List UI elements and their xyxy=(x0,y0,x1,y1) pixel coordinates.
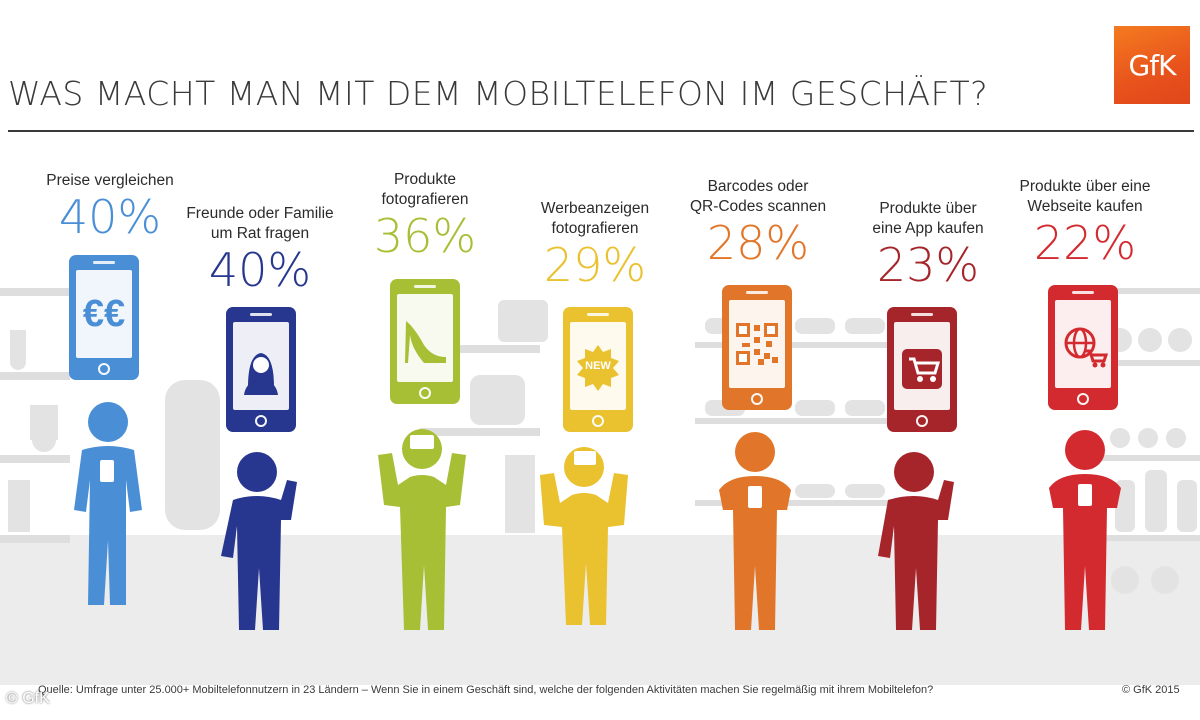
activity-label-line-1: Barcodes oder xyxy=(707,178,809,195)
phone-icon xyxy=(722,285,792,410)
high-heel-shoe-icon xyxy=(405,321,446,363)
activity-photograph-ads: Werbeanzeigen fotografieren 29% xyxy=(505,199,685,291)
activity-percent: 29% xyxy=(543,238,647,292)
activity-percent: 40% xyxy=(208,243,312,297)
person-figure xyxy=(1049,430,1121,630)
activity-percent: 23% xyxy=(876,238,980,292)
new-badge-text: NEW xyxy=(585,360,611,372)
euro-icon: €€ xyxy=(82,293,126,335)
activity-label-line-1: Produkte über xyxy=(879,200,977,217)
phone-icon: NEW xyxy=(563,307,633,432)
activity-compare-prices: Preise vergleichen 40% xyxy=(20,171,200,243)
phone-icon xyxy=(226,307,296,432)
activity-label-line-1: Produkte xyxy=(393,171,457,188)
activity-ask-friends: Freunde oder Familie um Rat fragen 40% xyxy=(165,204,355,296)
woman-avatar-icon xyxy=(244,353,278,395)
activity-photograph-products: Produkte fotografieren 36% xyxy=(335,170,515,262)
person-figure xyxy=(878,452,954,630)
person-figure xyxy=(221,452,297,630)
activity-label-line-1: Freunde oder Familie xyxy=(186,205,334,222)
activity-buy-via-app: Produkte über eine App kaufen 23% xyxy=(838,199,1018,291)
activity-buy-via-website: Produkte über eine Webseite kaufen 22% xyxy=(990,177,1180,269)
web-cart-icon xyxy=(1064,327,1109,368)
phone-icon xyxy=(390,279,460,404)
person-figure xyxy=(378,429,466,630)
copyright-note: © GfK 2015 xyxy=(1122,684,1180,696)
gfk-logo: GfK xyxy=(1114,26,1190,104)
person-figure xyxy=(540,447,628,625)
activity-label-line-2: QR-Codes scannen xyxy=(689,198,827,215)
shelves xyxy=(0,288,1200,543)
phone-icon: €€ xyxy=(69,255,139,380)
person-figure xyxy=(719,432,791,630)
person-figure xyxy=(74,402,142,605)
qr-code-icon xyxy=(736,323,778,365)
activity-label-line-1: Werbeanzeigen xyxy=(540,200,650,217)
logo-text: GfK xyxy=(1128,48,1177,82)
activity-label-line-1: Produkte über eine xyxy=(1019,178,1151,195)
activity-label-line-2: fotografieren xyxy=(551,220,639,237)
source-note: Quelle: Umfrage unter 25.000+ Mobiltelef… xyxy=(38,684,934,696)
activity-label-line-2: Webseite kaufen xyxy=(1027,198,1143,215)
new-badge-icon xyxy=(577,345,619,391)
phone-icon xyxy=(1048,285,1118,410)
page-title: WAS MACHT MAN MIT DEM MOBILTELEFON IM GE… xyxy=(8,74,989,113)
activity-label-line-2: um Rat fragen xyxy=(210,225,310,242)
activity-label: Preise vergleichen xyxy=(46,172,174,189)
phone-icon xyxy=(887,307,957,432)
activity-label-line-2: eine App kaufen xyxy=(872,220,984,237)
activity-percent: 22% xyxy=(1033,216,1137,270)
activity-percent: 40% xyxy=(58,190,162,244)
activity-percent: 28% xyxy=(706,216,810,270)
title-divider xyxy=(8,130,1194,132)
activity-label-line-2: fotografieren xyxy=(381,191,469,208)
activity-percent: 36% xyxy=(373,209,477,263)
activity-scan-codes: Barcodes oder QR-Codes scannen 28% xyxy=(668,177,848,269)
watermark: © GfK xyxy=(6,690,50,707)
cart-app-icon xyxy=(902,349,942,389)
